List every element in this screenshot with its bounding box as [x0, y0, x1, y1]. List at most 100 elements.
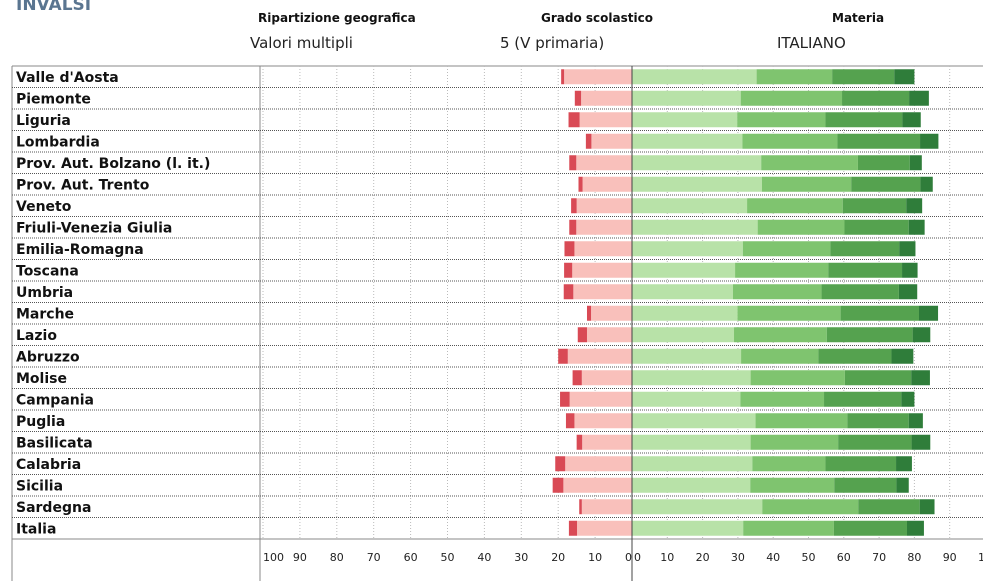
bar-neg-dark — [574, 90, 582, 106]
bar-pos-4 — [906, 198, 923, 214]
left-tick-label: 0 — [625, 551, 632, 564]
bar-pos-1 — [632, 348, 742, 364]
bar-neg-light — [576, 219, 632, 235]
bar-pos-1 — [632, 112, 738, 128]
category-label: Calabria — [16, 457, 81, 473]
right-tick-label: 40 — [766, 551, 780, 564]
bar-neg-dark — [568, 520, 578, 536]
bar-pos-3 — [834, 477, 897, 493]
bar-neg-dark — [577, 327, 587, 343]
bar-pos-1 — [632, 241, 743, 257]
category-label: Puglia — [16, 414, 65, 430]
bar-neg-light — [581, 90, 632, 106]
category-label: Toscana — [16, 264, 79, 280]
bar-pos-4 — [909, 155, 922, 171]
bar-neg-dark — [564, 241, 575, 257]
bar-neg-dark — [586, 305, 592, 321]
left-tick-label: 90 — [293, 551, 307, 564]
left-tick-label: 20 — [551, 551, 565, 564]
bar-neg-dark — [569, 155, 577, 171]
bar-pos-2 — [740, 391, 825, 407]
bar-pos-1 — [632, 219, 758, 235]
category-label: Veneto — [16, 199, 72, 215]
bar-pos-3 — [842, 198, 907, 214]
right-tick-label: 70 — [872, 551, 886, 564]
bar-neg-dark — [569, 219, 577, 235]
filter-value-ripartizione[interactable]: Valori multipli — [250, 34, 353, 52]
bar-neg-light — [565, 456, 632, 472]
category-label: Umbria — [16, 285, 73, 301]
bar-neg-dark — [560, 391, 570, 407]
bar-pos-2 — [732, 284, 822, 300]
bar-pos-1 — [632, 434, 751, 450]
category-label: Piemonte — [16, 92, 91, 108]
bar-pos-2 — [750, 370, 845, 386]
bar-pos-1 — [632, 176, 762, 192]
bar-pos-3 — [842, 90, 910, 106]
bar-neg-light — [574, 413, 632, 429]
bar-pos-2 — [750, 477, 835, 493]
bar-pos-2 — [735, 262, 829, 278]
bar-pos-3 — [824, 391, 902, 407]
bar-pos-3 — [844, 219, 909, 235]
bar-neg-light — [563, 477, 632, 493]
bar-neg-dark — [579, 499, 582, 515]
bar-pos-3 — [857, 155, 910, 171]
bar-pos-1 — [632, 413, 756, 429]
bar-pos-4 — [920, 176, 933, 192]
bar-pos-2 — [737, 112, 826, 128]
bar-neg-light — [581, 370, 632, 386]
bar-neg-dark — [558, 348, 568, 364]
right-tick-label: 50 — [802, 551, 816, 564]
bar-pos-4 — [898, 284, 918, 300]
bar-pos-4 — [912, 327, 931, 343]
bar-neg-light — [572, 262, 632, 278]
left-tick-label: 10 — [588, 551, 602, 564]
bar-pos-3 — [830, 241, 900, 257]
bar-pos-3 — [844, 370, 912, 386]
bar-pos-3 — [825, 112, 903, 128]
bar-pos-2 — [737, 305, 841, 321]
bar-neg-light — [569, 391, 632, 407]
bar-pos-3 — [828, 262, 903, 278]
bar-pos-3 — [832, 69, 895, 85]
category-label: Italia — [16, 522, 56, 538]
bar-pos-2 — [741, 348, 819, 364]
bar-pos-2 — [750, 434, 839, 450]
bar-pos-1 — [632, 391, 741, 407]
bar-neg-dark — [572, 370, 582, 386]
right-tick-label: 30 — [731, 551, 745, 564]
right-tick-label: 60 — [837, 551, 851, 564]
bar-pos-2 — [743, 520, 834, 536]
filter-value-grado[interactable]: 5 (V primaria) — [500, 34, 605, 52]
left-tick-label: 40 — [477, 551, 491, 564]
bar-pos-2 — [740, 90, 843, 106]
bar-pos-1 — [632, 456, 753, 472]
bar-pos-4 — [901, 391, 915, 407]
bar-neg-light — [576, 198, 632, 214]
filter-value-materia[interactable]: ITALIANO — [777, 34, 846, 52]
bar-pos-2 — [762, 499, 859, 515]
bar-pos-3 — [818, 348, 892, 364]
bar-neg-dark — [576, 434, 583, 450]
bar-neg-light — [581, 499, 632, 515]
bar-pos-1 — [632, 305, 738, 321]
bar-neg-dark — [585, 133, 592, 149]
bar-pos-4 — [909, 90, 929, 106]
bar-pos-1 — [632, 69, 757, 85]
bar-pos-1 — [632, 155, 762, 171]
right-tick-label: 10 — [660, 551, 674, 564]
bar-neg-light — [564, 69, 632, 85]
category-label: Campania — [16, 393, 94, 409]
right-tick-label: 20 — [696, 551, 710, 564]
right-tick-label: 90 — [943, 551, 957, 564]
bar-neg-light — [591, 133, 632, 149]
right-tick-label: 80 — [907, 551, 921, 564]
bar-pos-2 — [742, 133, 838, 149]
bar-pos-4 — [894, 69, 915, 85]
bar-pos-4 — [896, 477, 909, 493]
bar-pos-1 — [632, 284, 733, 300]
bar-pos-2 — [752, 456, 826, 472]
bar-pos-4 — [902, 262, 918, 278]
bar-pos-4 — [911, 434, 931, 450]
